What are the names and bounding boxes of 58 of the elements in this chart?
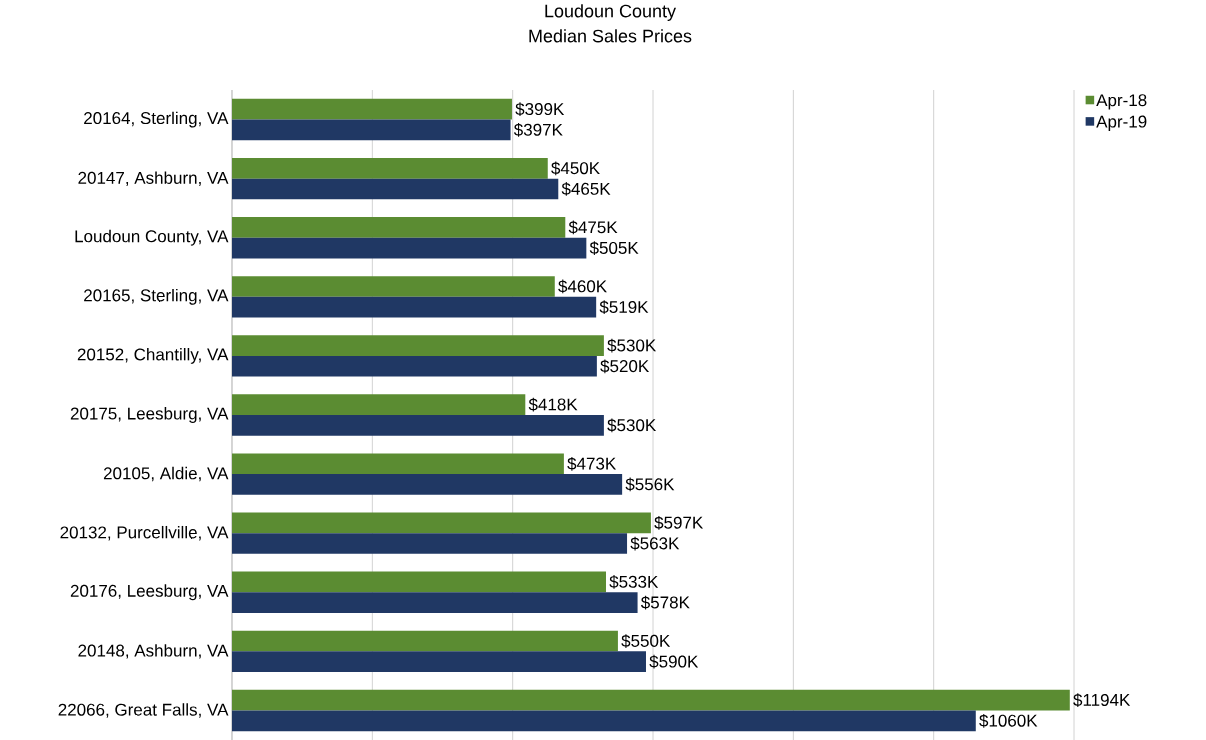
y-tick-label: 20105, Aldie, VA: [103, 466, 229, 482]
y-tick-label: Loudoun County, VA: [75, 229, 229, 246]
bar: [232, 630, 618, 652]
y-tick-label: 20132, Purcellville, VA: [60, 525, 229, 541]
bar: [232, 217, 566, 238]
data-label: $473K: [567, 456, 617, 471]
y-tick-label: 20147, Ashburn, VA: [78, 171, 229, 186]
bar: [232, 571, 606, 593]
bar: [232, 689, 1070, 711]
bar: [232, 237, 587, 259]
data-label: $530K: [607, 338, 657, 353]
data-label: $597K: [654, 515, 704, 530]
bar: [232, 651, 646, 673]
y-tick-label: 20165, Sterling, VA: [84, 288, 229, 305]
data-label: $550K: [621, 634, 671, 648]
y-tick-label: 20148, Ashburn, VA: [78, 644, 229, 659]
data-label: $520K: [600, 359, 650, 374]
bar: [232, 178, 559, 200]
bar: [232, 533, 628, 554]
bar: [232, 512, 651, 534]
data-label: $450K: [551, 161, 600, 176]
bar: [232, 157, 548, 179]
bar: [232, 415, 604, 436]
y-tick-label: 20175, Leesburg, VA: [70, 407, 229, 423]
chart-title: Loudoun County Median Sales Prices: [529, 4, 692, 43]
bar: [232, 296, 597, 318]
y-tick-label: 20176, Leesburg, VA: [70, 584, 229, 601]
data-label: $475K: [568, 220, 618, 235]
bar: [232, 119, 511, 141]
bar: [232, 335, 604, 356]
data-label: $563K: [630, 536, 680, 551]
data-label: $505K: [589, 241, 639, 255]
data-label: $519K: [599, 300, 649, 315]
data-label: $1194K: [1073, 693, 1131, 707]
bar: [232, 394, 526, 415]
data-label: $533K: [609, 575, 659, 589]
data-label: $460K: [558, 279, 607, 294]
y-tick-label: 20152, Chantilly, VA: [77, 348, 229, 364]
data-label: $418K: [528, 397, 578, 412]
data-label: $556K: [625, 477, 675, 492]
data-label: $465K: [561, 182, 611, 196]
bar: [232, 276, 555, 297]
data-label: $578K: [640, 595, 690, 610]
legend-label: Apr-19: [1096, 115, 1147, 131]
data-label: $590K: [649, 654, 699, 669]
data-label: $397K: [513, 123, 563, 137]
bar: [232, 474, 623, 495]
data-label: $1060K: [979, 713, 1038, 728]
data-label: $399K: [515, 102, 565, 117]
bar: [232, 453, 564, 475]
data-label: $530K: [607, 418, 657, 433]
bar: [232, 710, 976, 732]
bar: [232, 592, 638, 613]
bar: [232, 98, 512, 120]
y-tick-label: 22066, Great Falls, VA: [58, 703, 229, 718]
legend-label: Apr-18: [1096, 94, 1147, 110]
y-tick-label: 20164, Sterling, VA: [84, 111, 229, 128]
bar: [232, 355, 597, 377]
